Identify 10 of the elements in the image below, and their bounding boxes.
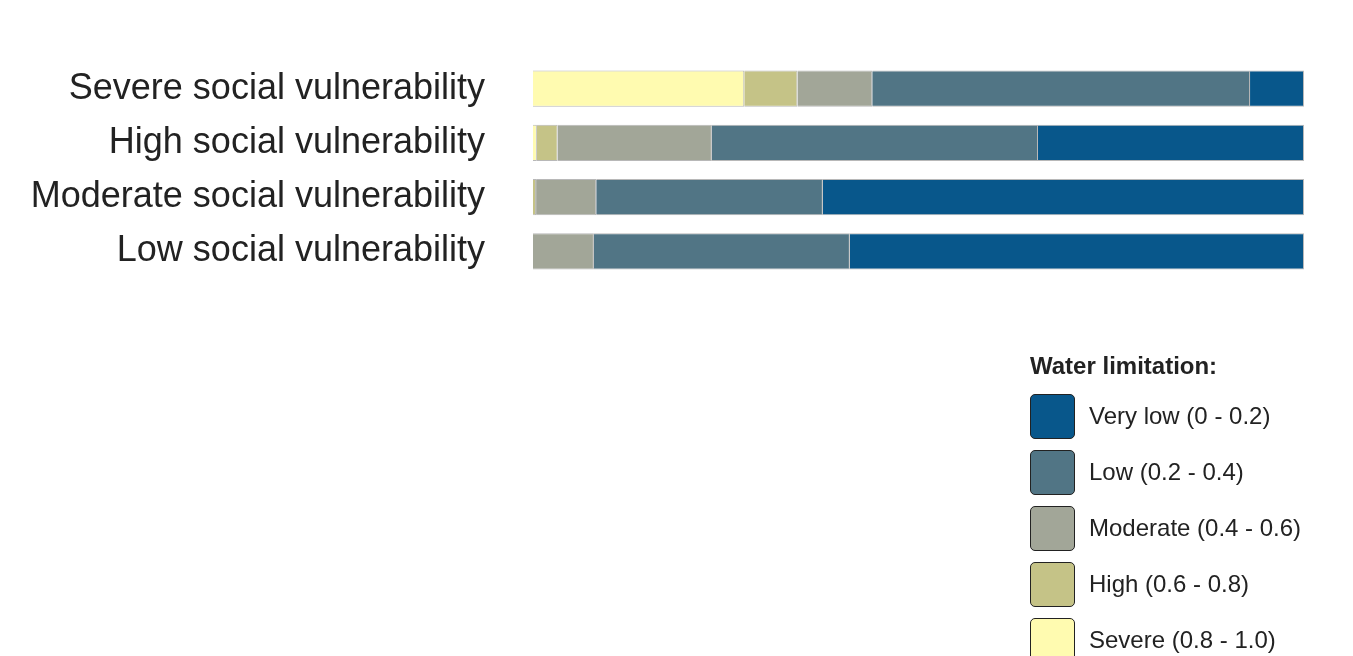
legend-label: Severe (0.8 - 1.0) <box>1089 626 1276 654</box>
legend-label: Moderate (0.4 - 0.6) <box>1089 514 1302 542</box>
y-tick-label: Moderate social vulnerability <box>30 174 485 216</box>
legend-title: Water limitation: <box>1030 352 1219 380</box>
legend-label: Very low (0 - 0.2) <box>1089 402 1271 430</box>
y-tick-label: Low social vulnerability <box>116 228 485 270</box>
legend-label: High (0.6 - 0.8) <box>1089 570 1250 598</box>
legend-label: Low (0.2 - 0.4) <box>1089 458 1244 486</box>
y-tick-label: Severe social vulnerability <box>68 65 485 107</box>
y-tick-label: High social vulnerability <box>108 119 485 161</box>
